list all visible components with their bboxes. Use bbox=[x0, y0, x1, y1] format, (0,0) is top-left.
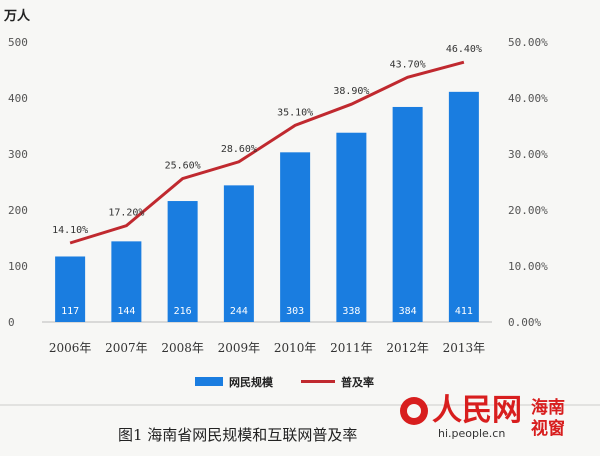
logo-side-2: 视窗 bbox=[531, 418, 565, 439]
rate-value-label: 25.60% bbox=[165, 161, 201, 172]
bar bbox=[167, 201, 198, 322]
figure-caption: 图1 海南省网民规模和互联网普及率 bbox=[118, 426, 357, 444]
y-axis-ticks: 0 100 200 300 400 500 bbox=[8, 36, 28, 329]
x-tick-label: 2011年 bbox=[330, 341, 373, 355]
bar bbox=[280, 152, 311, 322]
legend-line-label: 普及率 bbox=[341, 375, 374, 389]
y-tick-label: 200 bbox=[8, 204, 28, 217]
logo-side-1: 海南 bbox=[531, 397, 565, 418]
rate-value-labels: 14.10% 17.20% 25.60% 28.60% 35.10% 38.90% 43.7… bbox=[52, 44, 482, 236]
y2-tick-label: 10.00% bbox=[508, 260, 548, 273]
x-tick-label: 2007年 bbox=[105, 341, 148, 355]
x-axis-labels: 2006年 2007年 2008年 2009年 2010年 2011年 2012年 2013年 bbox=[49, 341, 485, 355]
legend-bar-label: 网民规模 bbox=[229, 375, 274, 389]
x-tick-label: 2008年 bbox=[161, 341, 204, 355]
rate-value-label: 28.60% bbox=[221, 144, 257, 155]
rate-value-label: 14.10% bbox=[52, 225, 88, 236]
legend-bar-swatch bbox=[195, 377, 223, 386]
rate-value-label: 46.40% bbox=[446, 44, 482, 55]
x-tick-label: 2010年 bbox=[274, 341, 317, 355]
bar bbox=[111, 241, 142, 322]
bar bbox=[392, 106, 423, 323]
y-tick-label: 0 bbox=[8, 316, 15, 329]
bar bbox=[55, 256, 86, 322]
y2-tick-label: 30.00% bbox=[508, 148, 548, 161]
bar-value-label: 144 bbox=[117, 306, 135, 317]
y-tick-label: 100 bbox=[8, 260, 28, 273]
people-daily-logo: 人民网 hi.people.cn 海南 视窗 bbox=[400, 393, 565, 440]
y2-tick-label: 0.00% bbox=[508, 316, 541, 329]
y2-axis-ticks: 0.00% 10.00% 20.00% 30.00% 40.00% 50.00% bbox=[508, 36, 548, 329]
y-tick-label: 500 bbox=[8, 36, 28, 49]
y2-tick-label: 40.00% bbox=[508, 92, 548, 105]
y2-tick-label: 50.00% bbox=[508, 36, 548, 49]
bar-value-label: 384 bbox=[399, 306, 417, 317]
rate-value-label: 17.20% bbox=[108, 208, 144, 219]
bar-series bbox=[55, 91, 479, 323]
bar-value-label: 411 bbox=[455, 306, 473, 317]
bar-value-label: 338 bbox=[342, 306, 360, 317]
legend: 网民规模 普及率 bbox=[195, 375, 374, 389]
rate-value-label: 43.70% bbox=[390, 59, 426, 70]
bar bbox=[336, 132, 367, 322]
bar-value-labels: 117 144 216 244 303 338 384 411 bbox=[61, 306, 473, 317]
x-tick-label: 2009年 bbox=[218, 341, 261, 355]
y-tick-label: 300 bbox=[8, 148, 28, 161]
x-tick-label: 2013年 bbox=[443, 341, 486, 355]
rate-value-label: 38.90% bbox=[333, 86, 369, 97]
y-tick-label: 400 bbox=[8, 92, 28, 105]
rate-value-label: 35.10% bbox=[277, 107, 313, 118]
x-tick-label: 2012年 bbox=[386, 341, 429, 355]
logo-name: 人民网 bbox=[432, 393, 522, 428]
y-axis-unit: 万人 bbox=[3, 8, 31, 24]
rate-line bbox=[69, 60, 465, 245]
bar bbox=[223, 185, 254, 322]
bar-value-label: 244 bbox=[230, 306, 248, 317]
y2-tick-label: 20.00% bbox=[508, 204, 548, 217]
logo-url: hi.people.cn bbox=[438, 427, 505, 440]
bar-value-label: 117 bbox=[61, 306, 79, 317]
bar-value-label: 216 bbox=[174, 306, 192, 317]
bar-value-label: 303 bbox=[286, 306, 304, 317]
bar bbox=[448, 91, 479, 322]
x-tick-label: 2006年 bbox=[49, 341, 92, 355]
